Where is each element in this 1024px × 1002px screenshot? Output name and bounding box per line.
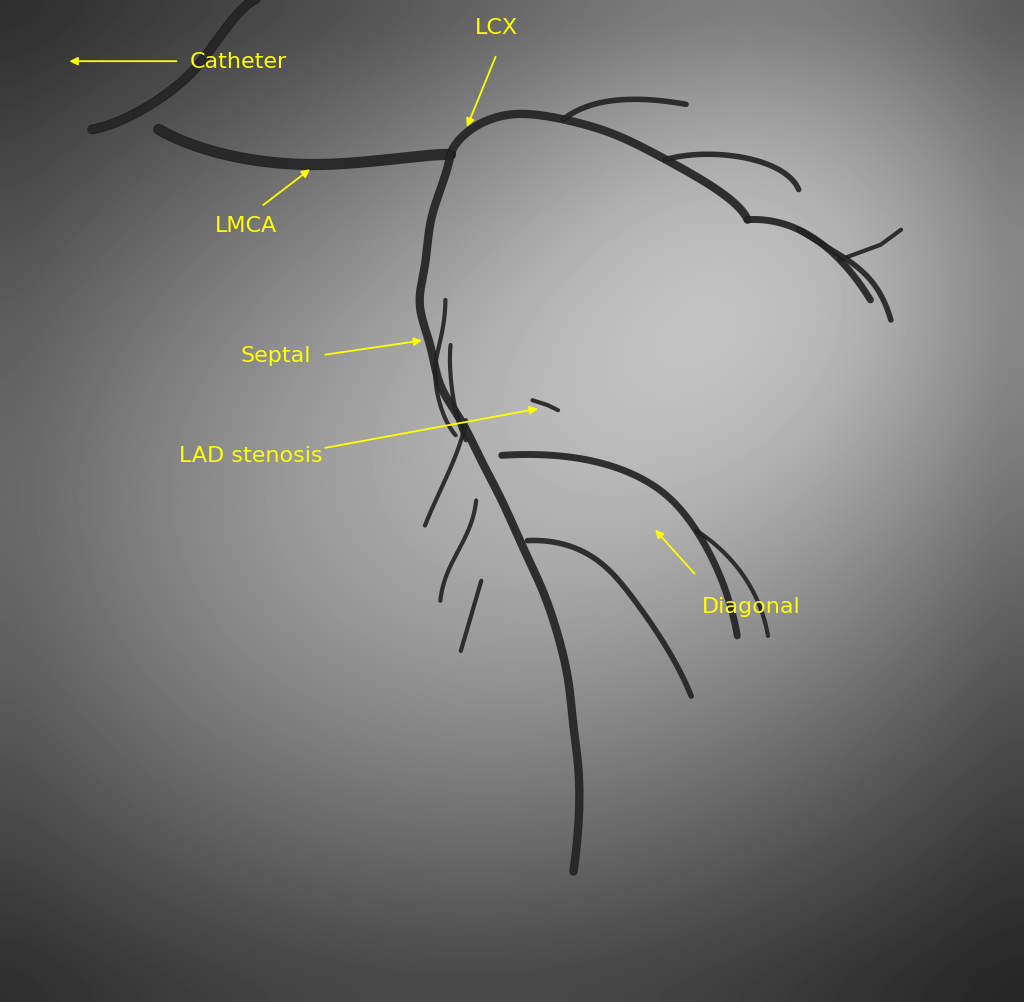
Text: Diagonal: Diagonal	[701, 596, 800, 616]
Text: LMCA: LMCA	[215, 215, 278, 235]
Text: Septal: Septal	[241, 346, 311, 366]
Text: LAD stenosis: LAD stenosis	[179, 446, 323, 466]
Text: LCX: LCX	[475, 18, 518, 38]
Text: Catheter: Catheter	[189, 52, 287, 72]
